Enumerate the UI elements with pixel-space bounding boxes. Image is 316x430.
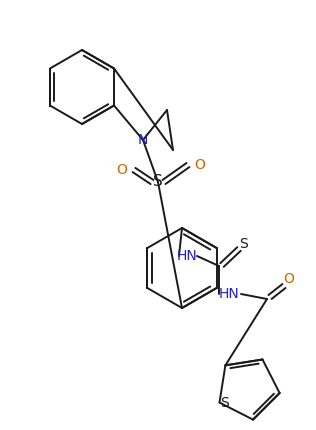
Text: S: S	[153, 175, 163, 190]
Text: O: O	[117, 163, 127, 177]
Text: S: S	[220, 396, 229, 409]
Text: HN: HN	[177, 249, 198, 263]
Text: HN: HN	[219, 287, 240, 301]
Text: N: N	[138, 133, 148, 147]
Text: S: S	[240, 237, 248, 251]
Text: O: O	[283, 272, 295, 286]
Text: O: O	[195, 158, 205, 172]
